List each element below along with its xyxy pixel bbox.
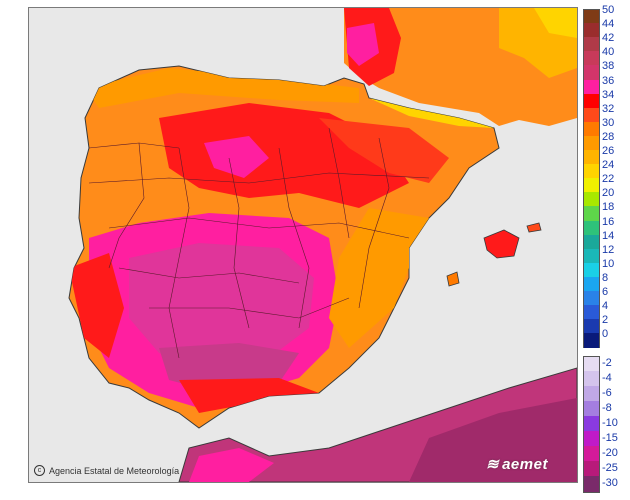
france-pink-region	[347, 23, 379, 66]
legend-label-neg-4: -4	[602, 372, 612, 385]
legend-swatch-28	[583, 135, 600, 151]
south-interior-magenta	[129, 243, 314, 368]
legend-label-10: 10	[602, 257, 615, 270]
color-legend: 50 44 42 40 38 36 34 32 30 28 26 24 22 20 18 16 14 12 10 8 6…	[583, 5, 630, 493]
east-coast-orange	[329, 208, 429, 348]
legend-label-0: 0	[602, 328, 609, 341]
menorca-island	[526, 222, 542, 233]
portugal-south-hot	[69, 253, 124, 358]
north-coast-mild	[85, 68, 359, 108]
north-plateau-pink	[204, 136, 269, 178]
legend-label-44: 44	[602, 18, 615, 31]
legend-swatch-neg-10	[583, 416, 600, 432]
legend-swatch-20	[583, 192, 600, 207]
legend-swatch-neg-30	[583, 476, 600, 493]
legend-swatch-10	[583, 262, 600, 278]
legend-label-neg-8: -8	[602, 402, 612, 415]
legend-swatch-4	[583, 305, 600, 320]
agency-credit-label: Agencia Estatal de Meteorología	[49, 465, 180, 476]
legend-swatch-neg-2	[583, 356, 600, 373]
legend-swatch-18	[583, 206, 600, 221]
legend-label-8: 8	[602, 271, 609, 284]
legend-label-neg-6: -6	[602, 387, 612, 400]
logo-text: aemet	[502, 455, 548, 473]
legend-swatch-neg-4	[583, 371, 600, 387]
legend-swatch-50	[583, 9, 600, 25]
legend-swatch-32	[583, 107, 600, 123]
legend-label-50: 50	[602, 4, 615, 16]
legend-swatch-42	[583, 37, 600, 52]
legend-swatch-16	[583, 220, 600, 236]
legend-swatch-26	[583, 150, 600, 165]
legend-label-22: 22	[602, 173, 615, 186]
legend-label-neg-2: -2	[602, 357, 612, 370]
legend-swatch-0	[583, 333, 600, 348]
legend-label-neg-15: -15	[602, 432, 618, 445]
legend-label-34: 34	[602, 88, 615, 101]
legend-swatch-22	[583, 178, 600, 193]
legend-swatch-38	[583, 65, 600, 80]
map-canvas	[68, 8, 577, 482]
ibiza-island	[446, 271, 460, 287]
region-borders	[88, 127, 430, 359]
south-coast-hot	[179, 378, 319, 413]
legend-label-40: 40	[602, 46, 615, 59]
legend-swatch-12	[583, 248, 600, 264]
legend-label-38: 38	[602, 60, 615, 73]
legend-label-2: 2	[602, 314, 609, 327]
legend-swatch-14	[583, 234, 600, 250]
copyright-icon: c	[34, 465, 45, 476]
legend-swatch-8	[583, 276, 600, 292]
galicia-cool	[79, 88, 91, 108]
legend-label-26: 26	[602, 145, 615, 157]
legend-swatch-neg-6	[583, 386, 600, 402]
legend-swatch-40	[583, 51, 600, 66]
logo-mark-icon: ≋	[486, 456, 500, 473]
france-mild-region	[534, 8, 577, 38]
north-africa-dark	[409, 398, 577, 482]
legend-label-16: 16	[602, 215, 615, 228]
legend-label-36: 36	[602, 74, 615, 87]
legend-label-neg-25: -25	[602, 462, 618, 475]
legend-swatch-24	[583, 164, 600, 179]
legend-swatch-36	[583, 79, 600, 95]
pyrenees-cool	[369, 98, 494, 128]
legend-label-4: 4	[602, 300, 609, 313]
north-africa-hot	[189, 448, 274, 482]
legend-label-28: 28	[602, 130, 615, 143]
legend-swatch-neg-15	[583, 431, 600, 447]
legend-label-30: 30	[602, 116, 615, 129]
legend-label-neg-20: -20	[602, 447, 618, 460]
legend-label-12: 12	[602, 243, 615, 256]
legend-label-42: 42	[602, 32, 615, 45]
mallorca-island	[483, 229, 520, 259]
legend-swatch-30	[583, 121, 600, 137]
legend-swatch-6	[583, 291, 600, 306]
legend-label-neg-30: -30	[602, 477, 618, 490]
legend-swatch-44	[583, 23, 600, 38]
legend-label-18: 18	[602, 201, 615, 214]
legend-label-14: 14	[602, 229, 615, 242]
legend-label-24: 24	[602, 159, 615, 172]
agency-credit: c Agencia Estatal de Meteorología	[34, 465, 179, 476]
legend-swatch-2	[583, 319, 600, 334]
legend-swatch-neg-8	[583, 401, 600, 417]
legend-label-neg-10: -10	[602, 417, 618, 430]
legend-swatch-neg-20	[583, 446, 600, 462]
legend-swatch-neg-25	[583, 461, 600, 477]
legend-swatch-34	[583, 93, 600, 109]
legend-label-32: 32	[602, 102, 615, 115]
legend-label-6: 6	[602, 286, 609, 298]
temperature-map	[28, 7, 578, 483]
ebro-valley-hot	[319, 118, 449, 183]
legend-label-20: 20	[602, 187, 615, 200]
aemet-logo: ≋ aemet	[486, 455, 548, 474]
